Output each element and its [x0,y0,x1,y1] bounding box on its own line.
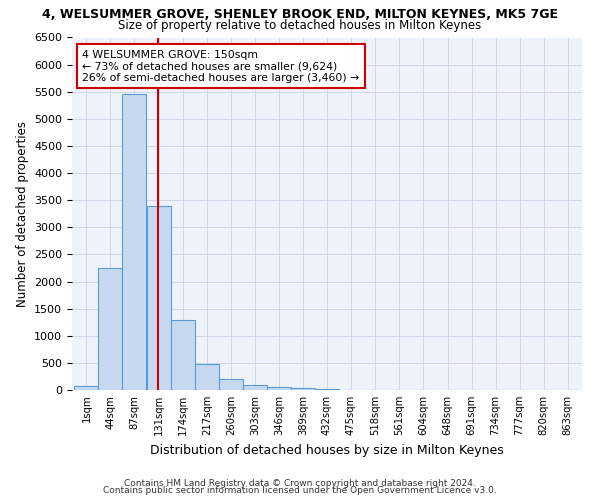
Bar [98,268,122,390]
Bar [267,388,291,390]
Bar [291,388,315,390]
Bar [122,94,146,390]
X-axis label: Distribution of detached houses by size in Milton Keynes: Distribution of detached houses by size … [150,444,504,456]
Bar [315,389,339,390]
Bar [243,384,267,390]
Text: 4 WELSUMMER GROVE: 150sqm
← 73% of detached houses are smaller (9,624)
26% of se: 4 WELSUMMER GROVE: 150sqm ← 73% of detac… [82,50,359,83]
Bar [195,364,219,390]
Y-axis label: Number of detached properties: Number of detached properties [16,120,29,306]
Bar [219,379,243,390]
Bar [171,320,195,390]
Bar [74,386,98,390]
Text: Size of property relative to detached houses in Milton Keynes: Size of property relative to detached ho… [118,18,482,32]
Text: 4, WELSUMMER GROVE, SHENLEY BROOK END, MILTON KEYNES, MK5 7GE: 4, WELSUMMER GROVE, SHENLEY BROOK END, M… [42,8,558,20]
Text: Contains HM Land Registry data © Crown copyright and database right 2024.: Contains HM Land Registry data © Crown c… [124,478,476,488]
Bar [147,206,171,390]
Text: Contains public sector information licensed under the Open Government Licence v3: Contains public sector information licen… [103,486,497,495]
